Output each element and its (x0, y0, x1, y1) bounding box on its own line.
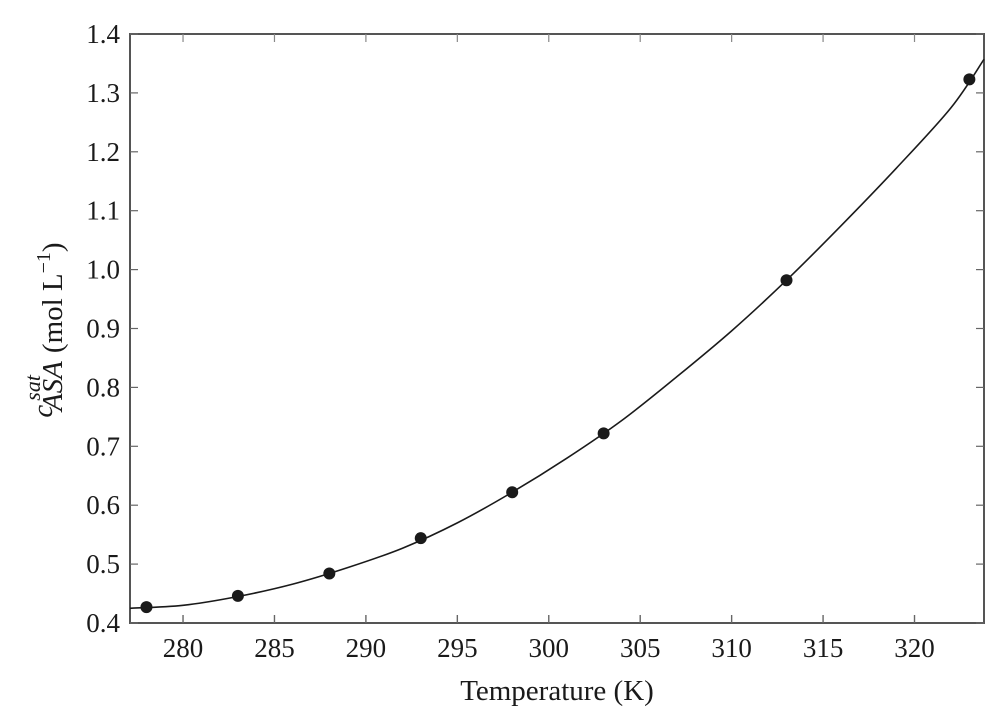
y-axis-label: c satASA (mol L−1) (20, 242, 69, 417)
y-tick-label: 0.5 (86, 549, 120, 579)
y-tick-label: 1.4 (86, 19, 120, 49)
y-tick-label: 0.8 (86, 372, 120, 402)
y-tick-label: 0.4 (86, 608, 120, 638)
y-tick-label: 0.9 (86, 314, 120, 344)
y-label-units-close: ) (37, 242, 69, 252)
y-label-symbol: c (27, 405, 59, 418)
x-tick-label: 290 (346, 633, 387, 663)
x-axis-label: Temperature (K) (460, 675, 654, 707)
data-point (506, 486, 519, 499)
data-point (414, 532, 427, 545)
x-tick-label: 320 (894, 633, 935, 663)
data-point (323, 567, 336, 580)
plot-border (129, 33, 985, 624)
data-point (597, 427, 610, 440)
x-tick-label: 310 (711, 633, 752, 663)
y-tick-label: 1.0 (86, 255, 120, 285)
y-label-subscript: ASA (37, 361, 69, 413)
x-tick-label: 315 (803, 633, 844, 663)
axis-ticks (130, 33, 984, 624)
x-tick-label: 295 (437, 633, 478, 663)
y-tick-label: 1.2 (86, 137, 120, 167)
x-tick-label: 305 (620, 633, 661, 663)
data-points (140, 73, 976, 614)
y-tick-label: 0.6 (86, 490, 120, 520)
x-tick-label: 285 (254, 633, 295, 663)
data-point (140, 601, 153, 614)
data-point (780, 274, 793, 287)
y-label-units: (mol L (37, 273, 69, 353)
y-tick-label: 1.1 (86, 196, 120, 226)
data-point (231, 589, 244, 602)
y-tick-label: 0.7 (86, 431, 120, 461)
x-tick-label: 280 (163, 633, 204, 663)
y-axis-tick-labels: 0.4 0.5 0.6 0.7 0.8 0.9 1.0 1.1 1.2 1.3 1.4 (86, 19, 120, 638)
y-label-units-exponent: −1 (33, 252, 55, 273)
y-label-superscript: sat (20, 374, 45, 401)
fitted-curve (129, 58, 985, 610)
data-point (963, 73, 976, 86)
plot-frame (129, 33, 985, 624)
x-axis-tick-labels: 280 285 290 295 300 305 310 315 320 (163, 633, 935, 663)
y-tick-label: 1.3 (86, 78, 120, 108)
x-tick-label: 300 (529, 633, 570, 663)
